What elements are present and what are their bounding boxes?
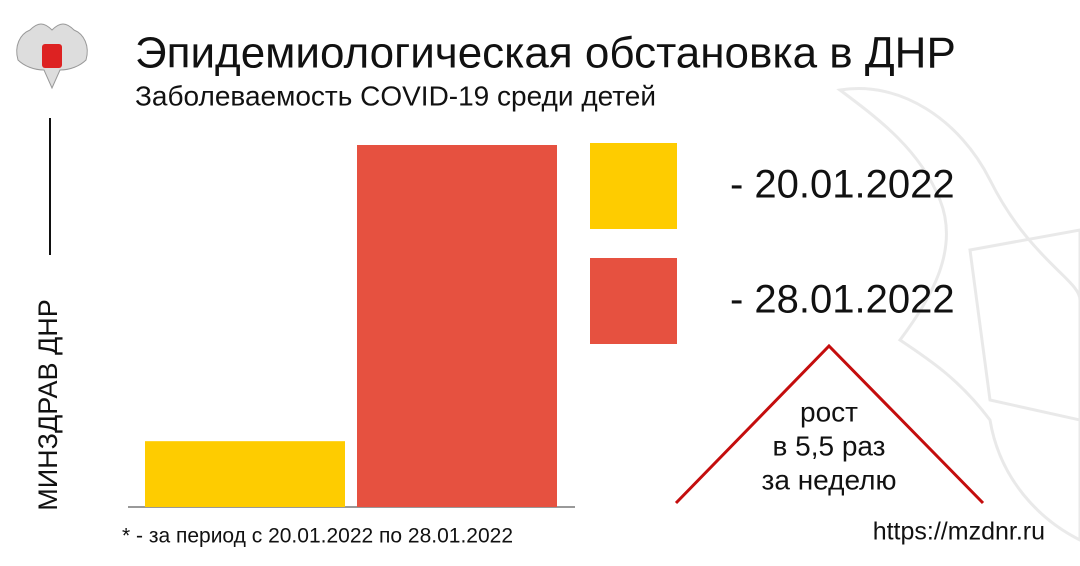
legend-swatch bbox=[590, 258, 677, 344]
legend-label: - 20.01.2022 bbox=[730, 163, 955, 207]
footnote: * - за период с 20.01.2022 по 28.01.2022 bbox=[122, 525, 513, 548]
chart-subtitle: Заболеваемость COVID-19 среди детей bbox=[135, 80, 656, 111]
watermark bbox=[836, 87, 1080, 542]
bar bbox=[145, 441, 345, 507]
emblem-shield bbox=[42, 44, 62, 68]
annotation: в 5,5 раз bbox=[772, 430, 885, 461]
side-label: МИНЗДРАВ ДНР bbox=[33, 299, 63, 511]
emblem bbox=[16, 23, 88, 90]
annotation: за неделю bbox=[762, 464, 897, 495]
annotation: рост bbox=[800, 396, 858, 427]
triangle bbox=[674, 343, 985, 505]
bar bbox=[357, 145, 557, 507]
source: https://mzdnr.ru bbox=[873, 518, 1045, 546]
legend-swatch bbox=[590, 143, 677, 229]
chart-title: Эпидемиологическая обстановка в ДНР bbox=[135, 29, 956, 78]
legend-label: - 28.01.2022 bbox=[730, 278, 955, 322]
